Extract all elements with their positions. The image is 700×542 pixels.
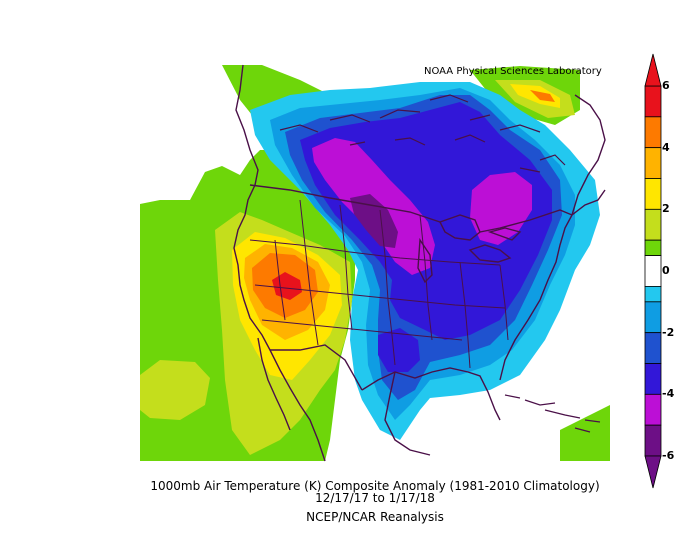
colorbar-band: [644, 363, 662, 395]
purple-anomaly-region: [350, 194, 398, 248]
colorbar-band: [644, 239, 662, 256]
colorbar-tick-label: -4: [662, 387, 675, 401]
colorbar-band: [644, 208, 662, 241]
colorbar-band: [644, 286, 662, 303]
colorbar-min-arrow: [644, 455, 662, 489]
great-lakes: [417, 214, 522, 284]
colorbar-band: [644, 301, 662, 334]
map-boundaries: [233, 64, 606, 462]
date-range-label: 12/17/17 to 1/17/18: [315, 491, 435, 505]
orange-anomaly-region-northeast: [530, 90, 555, 102]
colorbar-band: [644, 255, 662, 287]
colorbar-band: [644, 393, 662, 426]
yellow-anomaly-region-northeast: [510, 84, 560, 108]
colorbar-tick-label: -6: [662, 449, 675, 462]
magenta-anomaly-region-east: [470, 172, 532, 245]
colorbar-tick-label: -2: [662, 325, 675, 339]
canada-us-border: [249, 184, 573, 233]
yellow-green-anomaly-region: [140, 360, 210, 420]
atlantic-coastline: [499, 94, 606, 381]
canadian-islands: [279, 94, 566, 173]
colorbar-band: [644, 424, 662, 457]
colorbar-tick-label: 6: [662, 79, 670, 92]
colorbar-band: [644, 85, 662, 118]
deep-blue-anomaly-region-south: [378, 328, 420, 372]
state-lines: [249, 199, 509, 369]
colorbar-band: [644, 147, 662, 179]
colorbar: [644, 53, 662, 489]
colorbar-max-arrow: [644, 53, 662, 87]
colorbar-band: [644, 116, 662, 149]
colorbar-band: [644, 332, 662, 364]
us-mexico-border: [270, 344, 363, 391]
green-anomaly-region-southeast: [560, 405, 610, 461]
colorbar-band: [644, 178, 662, 210]
gulf-coastline: [361, 367, 501, 456]
colorbar-tick-label: 2: [662, 202, 670, 216]
map-title: 1000mb Air Temperature (K) Composite Ano…: [150, 479, 600, 493]
caribbean-islands: [504, 394, 601, 433]
colorbar-tick-label: 4: [662, 140, 670, 154]
colorbar-tick-label: 0: [662, 264, 670, 277]
dataset-label: NCEP/NCAR Reanalysis: [306, 510, 444, 524]
credit-label: NOAA Physical Sciences Laboratory: [424, 66, 602, 77]
pacific-coastline: [233, 64, 326, 462]
baja-coastline: [257, 337, 291, 431]
